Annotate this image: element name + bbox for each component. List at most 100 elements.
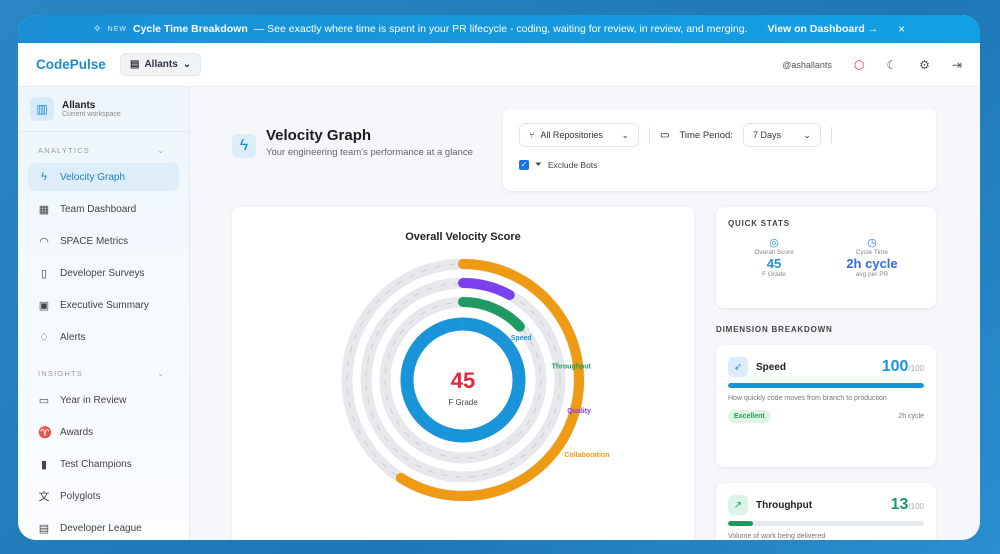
score-value: 100: [881, 358, 909, 375]
center-score: 45: [451, 368, 475, 393]
dimension-card-throughput[interactable]: ↗ Throughput 13/100 Volume of work being d…: [716, 483, 936, 540]
status-badge: Excellent: [728, 410, 771, 423]
gauge-icon: ◠: [39, 235, 49, 248]
trophy-icon: ♈: [38, 426, 52, 439]
page-subtitle: Your engineering team's performance at a…: [266, 147, 473, 158]
logout-icon[interactable]: ⇥: [951, 57, 962, 72]
chevron-down-icon: ⌄: [182, 59, 192, 70]
ring-throughput[interactable]: [458, 297, 525, 332]
user-handle[interactable]: @ashallants: [782, 59, 832, 70]
divider: [649, 127, 650, 143]
chevron-down-icon: ⌄: [803, 129, 811, 140]
sidebar-item-label: SPACE Metrics: [60, 235, 129, 247]
section-title: ANALYTICS: [38, 146, 90, 155]
dimension-card-speed[interactable]: ➶ Speed 100/100 How quickly code moves fro…: [716, 345, 936, 467]
close-banner-button[interactable]: ×: [898, 22, 906, 36]
time-period-value: 7 Days: [752, 130, 781, 140]
time-period-select[interactable]: 7 Days ⌄: [742, 123, 821, 147]
building-icon: ▥: [30, 97, 54, 121]
sparkle-icon: ✧: [92, 23, 102, 35]
new-badge: NEW: [107, 25, 127, 33]
top-bar: CodePulse ▤ Allants ⌄ @ashallants ⬡ ☾ ⚙ ⇥: [18, 43, 980, 87]
chevron-down-icon: ⌄: [621, 129, 629, 140]
ring-quality[interactable]: [458, 278, 515, 300]
quick-stats-card: QUICK STATS ◎ Overall Score 45 F Grade ◷ Cyc…: [716, 207, 936, 308]
progress-fill: [728, 521, 754, 526]
radial-chart: 45 F Grade Speed Throughput Quality Collabo…: [341, 258, 610, 502]
velocity-card-title: Overall Velocity Score: [405, 231, 521, 243]
ring-speed[interactable]: [400, 317, 526, 443]
calendar-icon: ▭: [660, 129, 670, 141]
logo[interactable]: CodePulse: [36, 57, 106, 72]
branch-icon: ⑂: [529, 130, 535, 140]
translate-icon: 文: [38, 491, 50, 503]
dimension-description: Volume of work being delivered: [728, 533, 826, 540]
sidebar-item-label: Developer League: [60, 522, 142, 534]
banner-text: — See exactly where time is spent in you…: [253, 23, 748, 35]
cycle-time-stat: ◷ Cycle Time 2h cycle avg per PR: [846, 236, 897, 278]
quick-stats-title: QUICK STATS: [728, 219, 790, 228]
sidebar-item-velocity-graph[interactable]: ϟ Velocity Graph: [28, 163, 179, 191]
workspace-card[interactable]: ▥ Allants Current workspace: [18, 87, 189, 132]
gear-icon[interactable]: ⚙: [919, 57, 930, 72]
sidebar-item-space-metrics[interactable]: ◠ SPACE Metrics: [28, 227, 179, 255]
ring-label: Speed: [511, 335, 532, 342]
moon-icon[interactable]: ☾: [886, 57, 898, 72]
dimension-name: Speed: [756, 361, 787, 373]
announcement-banner: ✧ NEW Cycle Time Breakdown — See exactly…: [18, 15, 980, 43]
sidebar-item-developer-league[interactable]: ▤ Developer League: [28, 514, 179, 540]
app-window: ✧ NEW Cycle Time Breakdown — See exactly…: [18, 15, 980, 540]
view-on-dashboard-link[interactable]: View on Dashboard →: [767, 23, 879, 35]
exclude-bots-checkbox[interactable]: ✓: [519, 159, 529, 170]
workspace-sub: Current workspace: [62, 111, 121, 118]
overall-score-sub: F Grade: [762, 271, 786, 278]
velocity-score-card: Overall Velocity Score 45 F Grade Speed T…: [232, 207, 694, 540]
sidebar-item-label: Executive Summary: [60, 299, 149, 311]
rocket-icon: ➶: [728, 357, 748, 377]
sidebar-item-label: Velocity Graph: [60, 171, 126, 183]
dimension-description: How quickly code moves from branch to pr…: [728, 395, 887, 402]
zap-icon: ϟ: [41, 171, 47, 183]
overall-score-label: Overall Score: [754, 249, 794, 256]
ring-dash: [365, 282, 561, 478]
sidebar-item-alerts[interactable]: ♢ Alerts: [28, 323, 179, 351]
clipboard-icon: ▯: [40, 267, 48, 280]
sidebar-item-year-in-review[interactable]: ▭ Year in Review: [28, 386, 179, 414]
shield-icon[interactable]: ⬡: [853, 57, 865, 72]
test-tube-icon: ▮: [40, 458, 48, 471]
repository-value: All Repositories: [540, 130, 603, 140]
ring-label: Quality: [567, 408, 591, 415]
sidebar-item-developer-surveys[interactable]: ▯ Developer Surveys: [28, 259, 179, 287]
page-title: Velocity Graph: [266, 127, 372, 144]
clock-icon: ◷: [867, 237, 877, 249]
section-insights[interactable]: INSIGHTS ⌄: [18, 355, 189, 386]
sidebar-item-awards[interactable]: ♈ Awards: [28, 418, 179, 446]
filter-panel: ⑂ All Repositories ⌄ ▭ Time Period: 7 Days…: [503, 109, 936, 191]
sidebar: ▥ Allants Current workspace ANALYTICS ⌄ ϟ Ve…: [18, 87, 190, 540]
time-period-label: Time Period:: [679, 129, 733, 141]
progress-bar: [728, 383, 924, 388]
repository-select[interactable]: ⑂ All Repositories ⌄: [519, 123, 639, 147]
target-icon: ◎: [769, 237, 779, 249]
sidebar-item-executive-summary[interactable]: ▣ Executive Summary: [28, 291, 179, 319]
sidebar-item-polyglots[interactable]: 文 Polyglots: [28, 482, 179, 510]
center-grade: F Grade: [448, 398, 478, 407]
workspace-selector[interactable]: ▤ Allants ⌄: [120, 53, 202, 76]
workspace-name: Allants: [144, 59, 178, 70]
section-analytics[interactable]: ANALYTICS ⌄: [18, 132, 189, 163]
section-title: INSIGHTS: [38, 369, 84, 378]
ring-label: Collaboration: [564, 452, 609, 459]
chevron-down-icon: ⌄: [157, 146, 165, 155]
exclude-bots-label[interactable]: Exclude Bots: [547, 159, 598, 170]
score-max: /100: [908, 364, 924, 373]
overall-score-stat: ◎ Overall Score 45 F Grade: [754, 236, 793, 278]
overall-score-value: 45: [766, 256, 782, 271]
cycle-time-sub: avg per PR: [855, 271, 889, 278]
sidebar-item-label: Test Champions: [60, 458, 132, 470]
sidebar-item-label: Polyglots: [60, 490, 101, 502]
sidebar-item-team-dashboard[interactable]: ▦ Team Dashboard: [28, 195, 179, 223]
trending-up-icon: ↗: [728, 495, 748, 515]
ring-collaboration[interactable]: [395, 259, 584, 501]
sidebar-item-test-champions[interactable]: ▮ Test Champions: [28, 450, 179, 478]
chevron-down-icon: ⌄: [157, 369, 165, 378]
